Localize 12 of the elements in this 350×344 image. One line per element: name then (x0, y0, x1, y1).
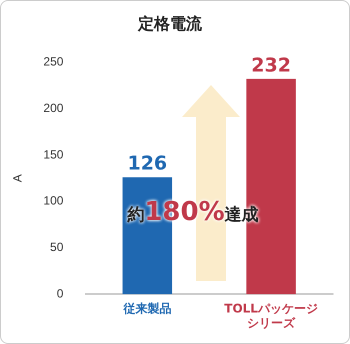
chart-title: 定格電流 (137, 14, 203, 33)
y-axis-title: A (10, 174, 25, 182)
y-tick-label: 100 (43, 194, 64, 208)
y-tick-label: 50 (50, 240, 64, 254)
y-tick-label: 150 (43, 147, 64, 162)
data-label: 232 (251, 54, 291, 76)
y-tick-label: 250 (43, 54, 64, 69)
y-tick-label: 0 (56, 286, 64, 301)
data-label: 126 (127, 152, 168, 175)
y-tick-label: 200 (43, 100, 64, 115)
x-tick-label: 従来製品 (122, 302, 172, 316)
x-tick-label: TOLLパッケージシリーズ (224, 302, 318, 330)
